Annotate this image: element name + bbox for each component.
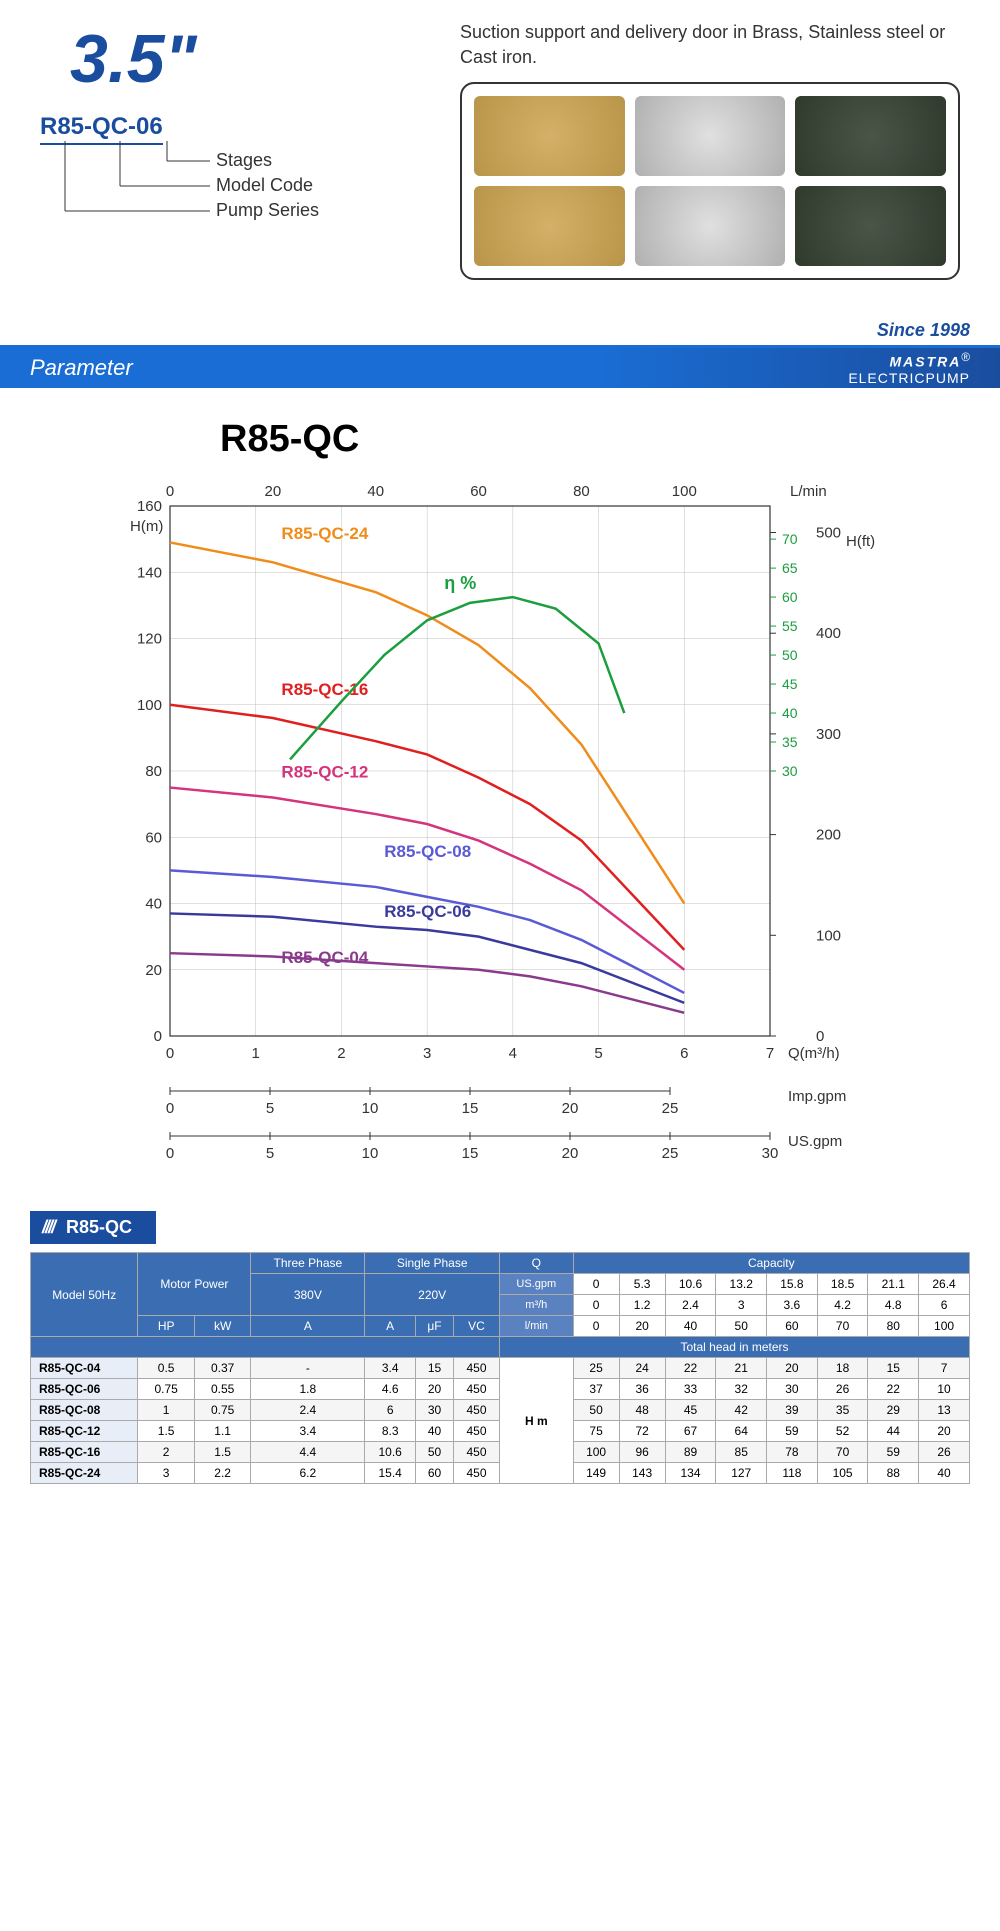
svg-text:Imp.gpm: Imp.gpm <box>788 1088 846 1105</box>
parts-grid <box>460 82 960 280</box>
svg-text:4: 4 <box>509 1045 517 1062</box>
svg-text:20: 20 <box>562 1145 579 1162</box>
parameter-label: Parameter <box>30 355 133 381</box>
part-steel-bottom <box>635 186 786 266</box>
svg-text:100: 100 <box>672 483 697 500</box>
svg-text:R85-QC-24: R85-QC-24 <box>281 525 368 544</box>
svg-text:R85-QC-04: R85-QC-04 <box>281 949 368 968</box>
svg-text:120: 120 <box>137 631 162 648</box>
breakdown-stages: Stages <box>216 150 272 170</box>
svg-text:0: 0 <box>166 1100 174 1117</box>
svg-text:40: 40 <box>782 705 798 721</box>
svg-text:R85-QC-08: R85-QC-08 <box>384 843 471 862</box>
svg-text:140: 140 <box>137 565 162 582</box>
svg-text:30: 30 <box>782 763 798 779</box>
model-code-block: R85-QC-06 Stages Model Code Pump Series <box>40 113 420 256</box>
svg-text:35: 35 <box>782 734 798 750</box>
svg-text:0: 0 <box>816 1028 824 1045</box>
svg-text:US.gpm: US.gpm <box>788 1133 842 1150</box>
svg-text:H(m): H(m) <box>130 519 163 536</box>
svg-text:100: 100 <box>137 697 162 714</box>
svg-text:5: 5 <box>266 1100 274 1117</box>
svg-text:500: 500 <box>816 525 841 542</box>
svg-text:65: 65 <box>782 560 798 576</box>
svg-text:200: 200 <box>816 827 841 844</box>
part-brass-top <box>474 96 625 176</box>
svg-text:R85-QC-12: R85-QC-12 <box>281 763 368 782</box>
part-brass-bottom <box>474 186 625 266</box>
model-identifier: 3.5" R85-QC-06 Stages Model Code Pump Se… <box>40 20 420 280</box>
breakdown-diagram: Stages Model Code Pump Series <box>40 141 400 251</box>
svg-text:20: 20 <box>145 962 162 979</box>
spec-table: Model 50HzMotor PowerThree PhaseSingle P… <box>30 1252 970 1484</box>
chart-svg: 0204060801001201401600123456702040608010… <box>80 466 900 1186</box>
svg-text:100: 100 <box>816 928 841 945</box>
part-iron-top <box>795 96 946 176</box>
svg-text:R85-QC-06: R85-QC-06 <box>384 902 471 921</box>
performance-chart: R85-QC 020406080100120140160012345670204… <box>0 388 1000 1211</box>
svg-text:10: 10 <box>362 1145 379 1162</box>
svg-text:55: 55 <box>782 618 798 634</box>
svg-text:50: 50 <box>782 647 798 663</box>
svg-text:25: 25 <box>662 1100 679 1117</box>
chart-title: R85-QC <box>220 418 920 461</box>
table-title: R85-QC <box>66 1217 132 1238</box>
part-iron-bottom <box>795 186 946 266</box>
svg-text:1: 1 <box>252 1045 260 1062</box>
svg-text:10: 10 <box>362 1100 379 1117</box>
svg-text:0: 0 <box>166 483 174 500</box>
svg-text:15: 15 <box>462 1100 479 1117</box>
svg-text:70: 70 <box>782 532 798 548</box>
svg-text:60: 60 <box>145 830 162 847</box>
svg-text:45: 45 <box>782 676 798 692</box>
part-steel-top <box>635 96 786 176</box>
parts-panel: Suction support and delivery door in Bra… <box>460 20 960 280</box>
svg-text:80: 80 <box>145 763 162 780</box>
breakdown-model: Model Code <box>216 175 313 195</box>
svg-text:80: 80 <box>573 483 590 500</box>
svg-text:0: 0 <box>166 1045 174 1062</box>
svg-text:6: 6 <box>680 1045 688 1062</box>
svg-text:H(ft): H(ft) <box>846 533 875 550</box>
svg-text:40: 40 <box>145 896 162 913</box>
svg-text:L/min: L/min <box>790 483 827 500</box>
since-label: Since 1998 <box>0 320 1000 345</box>
svg-text:Q(m³/h): Q(m³/h) <box>788 1045 840 1062</box>
svg-text:20: 20 <box>265 483 282 500</box>
breakdown-series: Pump Series <box>216 200 319 220</box>
suction-description: Suction support and delivery door in Bra… <box>460 20 960 70</box>
top-section: 3.5" R85-QC-06 Stages Model Code Pump Se… <box>0 0 1000 290</box>
svg-text:60: 60 <box>782 589 798 605</box>
svg-text:R85-QC-16: R85-QC-16 <box>281 680 368 699</box>
svg-text:40: 40 <box>367 483 384 500</box>
stripe-icon: //// <box>42 1217 54 1238</box>
svg-text:160: 160 <box>137 498 162 515</box>
parameter-banner: Since 1998 Parameter MASTRA® ELECTRICPUM… <box>0 320 1000 388</box>
svg-text:60: 60 <box>470 483 487 500</box>
svg-text:2: 2 <box>337 1045 345 1062</box>
svg-text:5: 5 <box>266 1145 274 1162</box>
svg-text:3: 3 <box>423 1045 431 1062</box>
svg-text:300: 300 <box>816 726 841 743</box>
svg-text:5: 5 <box>594 1045 602 1062</box>
table-title-stripe: //// R85-QC <box>30 1211 156 1244</box>
svg-text:7: 7 <box>766 1045 774 1062</box>
size-label: 3.5" <box>40 20 420 98</box>
svg-text:400: 400 <box>816 626 841 643</box>
brand-logo: MASTRA® ELECTRICPUMP <box>848 351 970 386</box>
svg-text:0: 0 <box>166 1145 174 1162</box>
svg-text:η %: η % <box>444 573 476 593</box>
svg-text:15: 15 <box>462 1145 479 1162</box>
svg-text:30: 30 <box>762 1145 779 1162</box>
data-table-section: //// R85-QC Model 50HzMotor PowerThree P… <box>0 1211 1000 1514</box>
svg-text:0: 0 <box>154 1028 162 1045</box>
svg-text:20: 20 <box>562 1100 579 1117</box>
svg-text:25: 25 <box>662 1145 679 1162</box>
